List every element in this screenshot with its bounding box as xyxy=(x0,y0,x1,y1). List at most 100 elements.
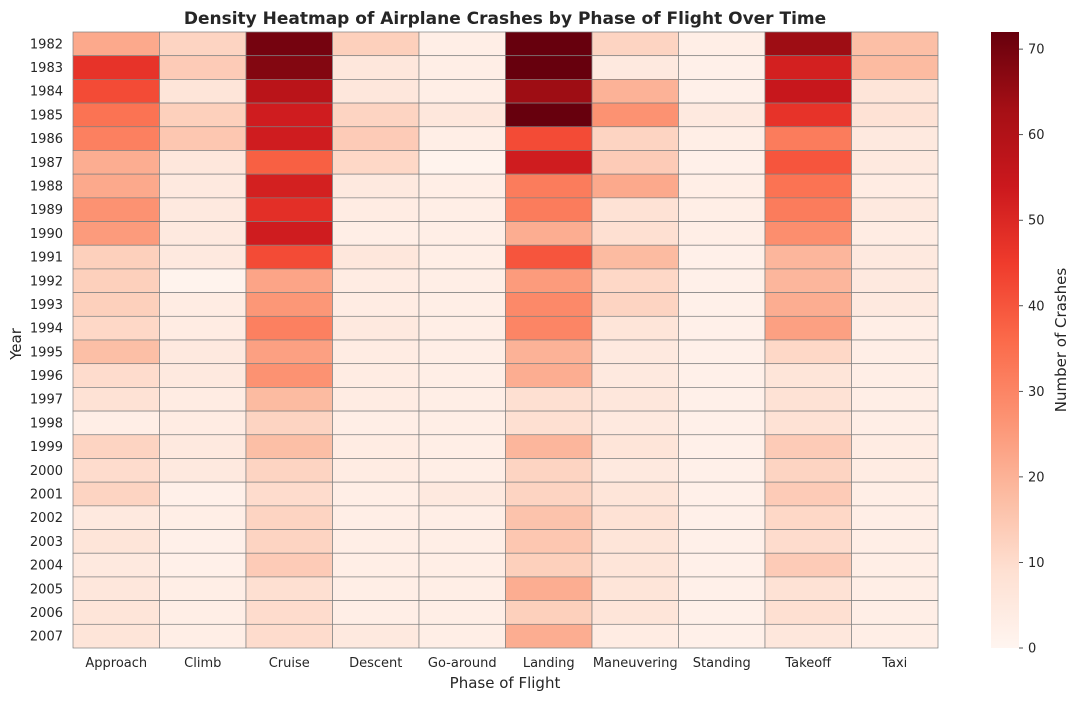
heatmap-cell-2002-standing xyxy=(678,505,766,530)
heatmap-cell-2001-go-around xyxy=(418,481,506,507)
heatmap-cell-1992-approach xyxy=(72,268,160,293)
heatmap-cell-1982-standing xyxy=(678,31,766,57)
heatmap-cell-1988-climb xyxy=(159,173,247,199)
x-tick-label: Climb xyxy=(184,656,221,671)
heatmap-cell-1986-standing xyxy=(678,126,766,151)
heatmap-cell-1982-climb xyxy=(159,31,247,57)
heatmap-cell-1990-go-around xyxy=(418,221,506,246)
heatmap-cell-1983-approach xyxy=(72,55,160,80)
heatmap-cell-2006-cruise xyxy=(245,600,333,625)
heatmap-cell-1985-cruise xyxy=(245,102,333,128)
heatmap-cell-2007-landing xyxy=(505,623,593,649)
heatmap-cell-1984-approach xyxy=(72,79,160,104)
heatmap-cell-1982-maneuvering xyxy=(591,31,679,57)
heatmap-cell-1998-maneuvering xyxy=(591,410,679,436)
heatmap-cell-1984-landing xyxy=(505,79,593,104)
heatmap-cell-1982-descent xyxy=(332,31,420,57)
heatmap-cell-1994-standing xyxy=(678,315,766,341)
heatmap-cell-1993-takeoff xyxy=(764,292,852,317)
heatmap-cell-2007-climb xyxy=(159,623,247,649)
heatmap-cell-1996-descent xyxy=(332,363,420,388)
heatmap-cell-1982-landing xyxy=(505,31,593,57)
heatmap-cell-1997-standing xyxy=(678,387,766,412)
heatmap-cell-2002-maneuvering xyxy=(591,505,679,530)
y-tick-label: 1994 xyxy=(30,322,63,337)
heatmap-cell-1999-go-around xyxy=(418,434,506,459)
heatmap-cell-2003-standing xyxy=(678,529,766,554)
heatmap-cell-2003-climb xyxy=(159,529,247,554)
colorbar-tick-label: 20 xyxy=(1028,470,1045,485)
heatmap-cell-1991-standing xyxy=(678,244,766,270)
heatmap-cell-1999-taxi xyxy=(851,434,939,459)
heatmap-cell-1995-takeoff xyxy=(764,339,852,365)
heatmap-cell-2006-approach xyxy=(72,600,160,625)
heatmap-cell-2004-maneuvering xyxy=(591,552,679,578)
heatmap-cell-2000-taxi xyxy=(851,458,939,483)
x-axis-label: Phase of Flight xyxy=(450,674,561,692)
heatmap-cell-1990-descent xyxy=(332,221,420,246)
heatmap-cell-1992-landing xyxy=(505,268,593,293)
heatmap-cell-2005-climb xyxy=(159,576,247,601)
heatmap-cell-1990-maneuvering xyxy=(591,221,679,246)
heatmap-cell-1996-approach xyxy=(72,363,160,388)
heatmap-cell-1998-standing xyxy=(678,410,766,436)
heatmap-cells xyxy=(72,31,939,649)
heatmap-cell-2002-cruise xyxy=(245,505,333,530)
heatmap-cell-1987-climb xyxy=(159,150,247,175)
heatmap-cell-1984-go-around xyxy=(418,79,506,104)
heatmap-cell-1993-climb xyxy=(159,292,247,317)
heatmap-cell-2001-maneuvering xyxy=(591,481,679,507)
heatmap-cell-1993-landing xyxy=(505,292,593,317)
heatmap-cell-1990-climb xyxy=(159,221,247,246)
heatmap-cell-1999-standing xyxy=(678,434,766,459)
heatmap-cell-2000-climb xyxy=(159,458,247,483)
heatmap-cell-1996-climb xyxy=(159,363,247,388)
y-tick-label: 1989 xyxy=(30,203,63,218)
heatmap-cell-2004-landing xyxy=(505,552,593,578)
y-tick-label: 2006 xyxy=(30,606,63,621)
heatmap-cell-1995-go-around xyxy=(418,339,506,365)
heatmap-cell-1994-cruise xyxy=(245,315,333,341)
heatmap-cell-1986-descent xyxy=(332,126,420,151)
heatmap-cell-2001-standing xyxy=(678,481,766,507)
colorbar-tick-label: 10 xyxy=(1028,556,1045,571)
heatmap-cell-2000-descent xyxy=(332,458,420,483)
heatmap-cell-1985-maneuvering xyxy=(591,102,679,128)
x-tick-label: Landing xyxy=(523,656,575,671)
heatmap-cell-2002-takeoff xyxy=(764,505,852,530)
y-axis-label: Year xyxy=(7,327,25,361)
heatmap-cell-1986-go-around xyxy=(418,126,506,151)
heatmap-cell-1985-go-around xyxy=(418,102,506,128)
heatmap-cell-2004-cruise xyxy=(245,552,333,578)
heatmap-cell-1991-descent xyxy=(332,244,420,270)
heatmap-cell-1996-landing xyxy=(505,363,593,388)
heatmap-cell-2000-standing xyxy=(678,458,766,483)
heatmap-cell-1997-maneuvering xyxy=(591,387,679,412)
heatmap-cell-1982-approach xyxy=(72,31,160,57)
heatmap-cell-1999-descent xyxy=(332,434,420,459)
heatmap-cell-2005-approach xyxy=(72,576,160,601)
heatmap-cell-1998-taxi xyxy=(851,410,939,436)
heatmap-cell-1984-standing xyxy=(678,79,766,104)
heatmap-cell-1986-taxi xyxy=(851,126,939,151)
heatmap-cell-1993-cruise xyxy=(245,292,333,317)
heatmap-cell-2002-descent xyxy=(332,505,420,530)
heatmap-cell-1992-taxi xyxy=(851,268,939,293)
heatmap-cell-1989-approach xyxy=(72,197,160,222)
heatmap-cell-1996-standing xyxy=(678,363,766,388)
heatmap-cell-1987-standing xyxy=(678,150,766,175)
heatmap-cell-2000-takeoff xyxy=(764,458,852,483)
heatmap-cell-1989-cruise xyxy=(245,197,333,222)
heatmap-cell-1997-approach xyxy=(72,387,160,412)
heatmap-cell-2005-cruise xyxy=(245,576,333,601)
heatmap-cell-1983-climb xyxy=(159,55,247,80)
heatmap-cell-2004-standing xyxy=(678,552,766,578)
y-tick-label: 1986 xyxy=(30,132,63,147)
heatmap-cell-2006-maneuvering xyxy=(591,600,679,625)
heatmap-cell-1992-maneuvering xyxy=(591,268,679,293)
heatmap-cell-2000-cruise xyxy=(245,458,333,483)
colorbar-tick-label: 30 xyxy=(1028,385,1045,400)
heatmap-cell-1991-climb xyxy=(159,244,247,270)
heatmap-cell-1999-climb xyxy=(159,434,247,459)
